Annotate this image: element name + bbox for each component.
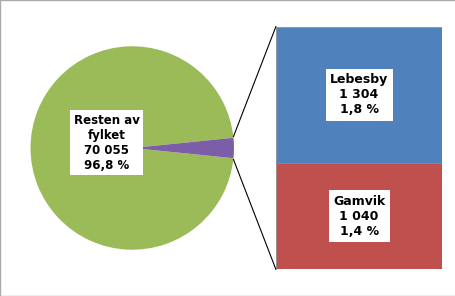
Bar (275, 27, 441, 163)
Text: Gamvik
1 040
1,4 %: Gamvik 1 040 1,4 % (332, 195, 384, 238)
Wedge shape (132, 138, 233, 158)
Bar (275, 163, 441, 269)
Text: Resten av
fylket
70 055
96,8 %: Resten av fylket 70 055 96,8 % (74, 114, 139, 172)
Wedge shape (30, 46, 233, 250)
Text: Lebesby
1 304
1,8 %: Lebesby 1 304 1,8 % (329, 73, 387, 116)
